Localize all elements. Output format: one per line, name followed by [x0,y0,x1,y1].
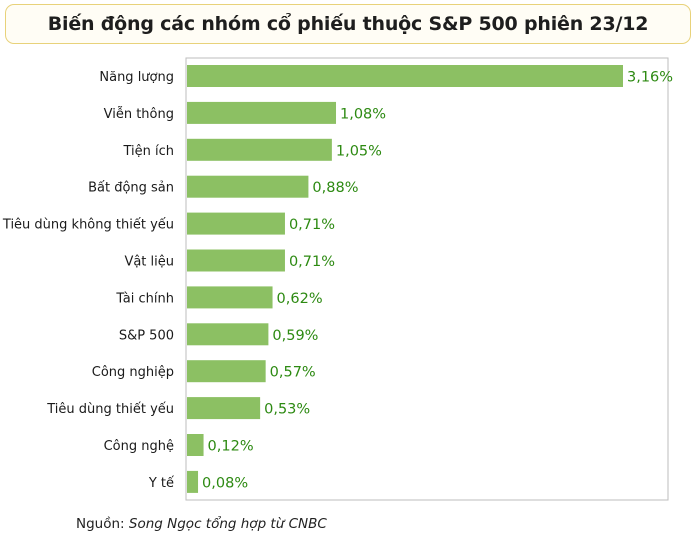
value-label: 0,88% [312,180,358,196]
category-label: Bất động sản [88,181,174,196]
value-label: 0,08% [202,475,248,491]
value-label: 1,05% [336,143,382,159]
bar [187,212,285,235]
bar [187,286,273,309]
category-label: Năng lượng [99,70,174,85]
bar [187,138,332,161]
value-label: 0,53% [264,402,310,418]
category-label: Y tế [148,476,174,491]
bar [187,101,337,124]
bar [187,470,199,493]
bar [187,360,266,383]
source-name: Song Ngọc tổng hợp từ CNBC [128,516,327,532]
category-label: Tiện ích [122,144,174,159]
bar [187,65,623,87]
category-label: Viễn thông [104,107,174,122]
value-label: 0,62% [277,291,323,307]
plot-frame [185,57,669,501]
value-label: 0,71% [289,254,335,270]
value-label: 1,08% [340,106,386,122]
category-label: Tiêu dùng không thiết yếu [2,218,174,233]
chart-title-box: Biến động các nhóm cổ phiếu thuộc S&P 50… [5,4,691,44]
category-label: Công nghiệp [92,365,174,380]
value-label: 0,59% [272,328,318,344]
bar [187,249,285,272]
chart-title: Biến động các nhóm cổ phiếu thuộc S&P 50… [47,13,649,35]
value-label: 3,16% [627,70,673,86]
category-label: Công nghệ [104,439,174,454]
bar [187,434,204,456]
source-note: Nguồn: Song Ngọc tổng hợp từ CNBC [76,516,327,532]
source-prefix: Nguồn: [76,516,125,532]
value-label: 0,12% [208,439,254,455]
bar [187,323,269,346]
value-label: 0,57% [270,365,316,381]
category-label: S&P 500 [119,328,174,343]
category-label: Vật liệu [124,255,174,270]
category-label: Tài chính [115,291,174,306]
bar [187,175,309,198]
value-label: 0,71% [289,217,335,233]
category-label: Tiêu dùng thiết yếu [46,402,174,417]
bar [187,397,261,420]
